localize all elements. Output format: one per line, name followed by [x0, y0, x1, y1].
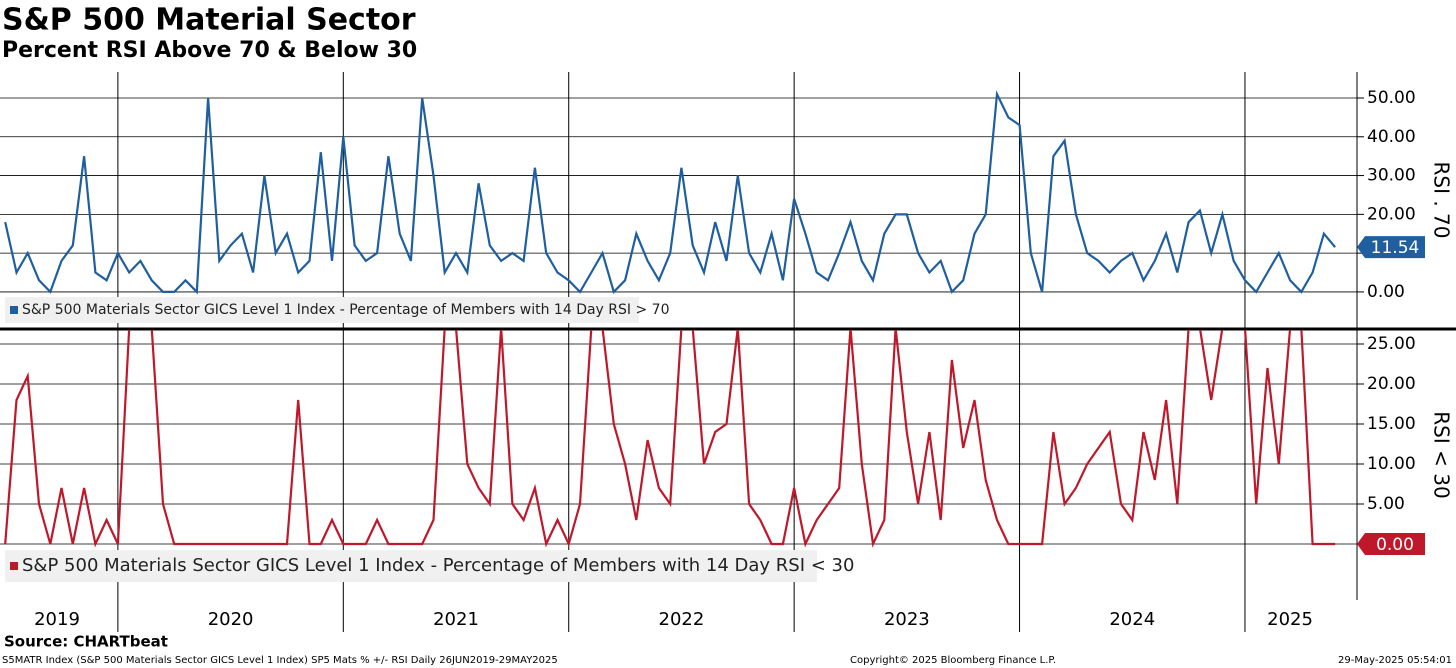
y-tick-label: 25.00 — [1367, 334, 1416, 354]
legend-box — [5, 297, 639, 323]
y-tick-label: 0.00 — [1367, 282, 1405, 302]
y-tick-label: 15.00 — [1367, 414, 1416, 434]
legend-swatch — [10, 306, 18, 314]
legend-box — [5, 550, 817, 582]
footer-center: Copyright© 2025 Bloomberg Finance L.P. — [850, 655, 1056, 666]
x-tick-label: 2020 — [208, 609, 254, 630]
y-tick-label: 5.00 — [1367, 494, 1405, 514]
series-line — [4, 330, 1336, 548]
x-tick-label: 2019 — [34, 609, 80, 630]
series-line — [4, 90, 1336, 295]
chart-subtitle: Percent RSI Above 70 & Below 30 — [2, 38, 417, 63]
last-value-label: 0.00 — [1376, 535, 1414, 555]
legend-label: S&P 500 Materials Sector GICS Level 1 In… — [22, 555, 854, 576]
y-tick-label: 20.00 — [1367, 374, 1416, 394]
y-tick-label: 30.00 — [1367, 166, 1416, 186]
x-tick-label: 2021 — [433, 609, 479, 630]
legend-label: S&P 500 Materials Sector GICS Level 1 In… — [22, 302, 669, 318]
y-tick-label: 50.00 — [1367, 88, 1416, 108]
y-tick-label: 40.00 — [1367, 127, 1416, 147]
y-tick-label: 10.00 — [1367, 454, 1416, 474]
x-tick-label: 2024 — [1109, 609, 1155, 630]
x-tick-label: 2022 — [659, 609, 705, 630]
legend-swatch — [10, 562, 18, 570]
x-tick-label: 2023 — [884, 609, 930, 630]
footer-right: 29-May-2025 05:54:01 — [1338, 655, 1452, 666]
chart-title: S&P 500 Material Sector — [2, 3, 416, 38]
x-tick-label: 2025 — [1267, 609, 1313, 630]
y-tick-label: 20.00 — [1367, 204, 1416, 224]
source: Source: CHARTbeat — [4, 633, 168, 651]
last-value-label: 11.54 — [1371, 238, 1420, 258]
y-axis-label: RSI . 70 — [1430, 161, 1454, 238]
y-axis-label: RSI < 30 — [1430, 411, 1454, 498]
footer-left: S5MATR Index (S&P 500 Materials Sector G… — [2, 655, 558, 666]
last-value-tag — [1357, 533, 1425, 555]
last-value-tag — [1357, 236, 1425, 259]
